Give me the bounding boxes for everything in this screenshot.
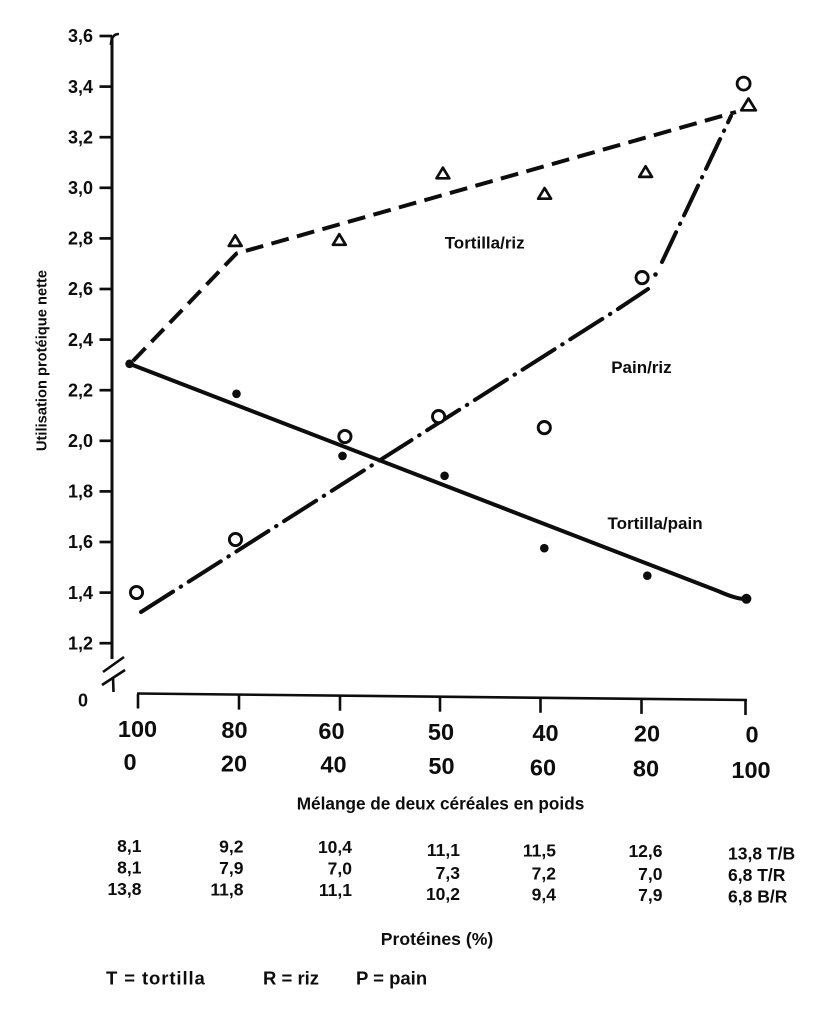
svg-text:3,4: 3,4 — [68, 77, 93, 97]
svg-text:0: 0 — [745, 722, 758, 748]
svg-text:1,8: 1,8 — [68, 482, 93, 502]
svg-text:11,1: 11,1 — [427, 840, 460, 860]
svg-text:2,8: 2,8 — [68, 229, 93, 249]
svg-text:1,4: 1,4 — [68, 583, 93, 603]
svg-text:50: 50 — [428, 719, 454, 745]
svg-text:2,6: 2,6 — [68, 279, 93, 299]
svg-text:20: 20 — [221, 750, 247, 776]
svg-text:Tortilla/riz: Tortilla/riz — [445, 234, 525, 253]
svg-text:13,8: 13,8 — [107, 879, 141, 899]
svg-text:7,0: 7,0 — [638, 864, 663, 884]
svg-text:1,6: 1,6 — [68, 532, 93, 552]
svg-text:8,1: 8,1 — [117, 836, 142, 856]
svg-text:Utilisation protéique nette: Utilisation protéique nette — [35, 270, 51, 451]
svg-text:80: 80 — [633, 756, 659, 782]
svg-text:11,8: 11,8 — [210, 880, 243, 900]
svg-text:100: 100 — [118, 716, 157, 742]
svg-text:2,4: 2,4 — [68, 330, 93, 350]
svg-text:20: 20 — [634, 721, 660, 747]
svg-text:0: 0 — [123, 749, 136, 775]
svg-text:80: 80 — [221, 717, 247, 743]
svg-text:60: 60 — [530, 754, 556, 780]
svg-text:2,0: 2,0 — [68, 431, 93, 451]
svg-text:11,1: 11,1 — [319, 880, 352, 900]
svg-text:2,2: 2,2 — [68, 380, 93, 400]
svg-text:9,4: 9,4 — [532, 885, 557, 905]
svg-text:10,2: 10,2 — [426, 884, 460, 904]
svg-text:0: 0 — [78, 691, 88, 711]
svg-text:7,3: 7,3 — [436, 863, 461, 883]
svg-text:40: 40 — [320, 752, 346, 778]
svg-text:6,8 B/R: 6,8 B/R — [728, 887, 788, 907]
svg-text:1,2: 1,2 — [68, 633, 93, 653]
svg-text:13,8 T/B: 13,8 T/B — [728, 844, 795, 864]
svg-text:T = tortilla: T = tortilla — [106, 968, 206, 989]
svg-text:12,6: 12,6 — [628, 841, 662, 861]
svg-text:50: 50 — [428, 753, 454, 779]
svg-text:7,9: 7,9 — [638, 885, 663, 905]
svg-text:3,2: 3,2 — [68, 127, 93, 147]
svg-text:11,5: 11,5 — [523, 841, 556, 861]
svg-text:7,9: 7,9 — [219, 858, 244, 878]
svg-text:3,0: 3,0 — [68, 178, 93, 198]
svg-text:100: 100 — [731, 757, 770, 783]
svg-text:P = pain: P = pain — [356, 968, 427, 989]
svg-text:60: 60 — [318, 718, 344, 744]
svg-text:Protéines (%): Protéines (%) — [381, 929, 493, 949]
svg-text:10,4: 10,4 — [318, 837, 352, 857]
svg-text:Pain/riz: Pain/riz — [611, 358, 671, 377]
svg-text:7,2: 7,2 — [532, 864, 557, 884]
svg-text:Mélange de deux céréales en po: Mélange de deux céréales en poids — [297, 794, 585, 814]
svg-text:8,1: 8,1 — [117, 858, 142, 878]
svg-text:6,8 T/R: 6,8 T/R — [728, 865, 786, 885]
svg-text:R = riz: R = riz — [263, 968, 319, 989]
svg-text:7,0: 7,0 — [328, 859, 353, 879]
svg-text:9,2: 9,2 — [219, 837, 244, 857]
svg-text:40: 40 — [532, 720, 558, 746]
svg-text:Tortilla/pain: Tortilla/pain — [608, 514, 703, 533]
svg-text:3,6: 3,6 — [68, 26, 93, 46]
